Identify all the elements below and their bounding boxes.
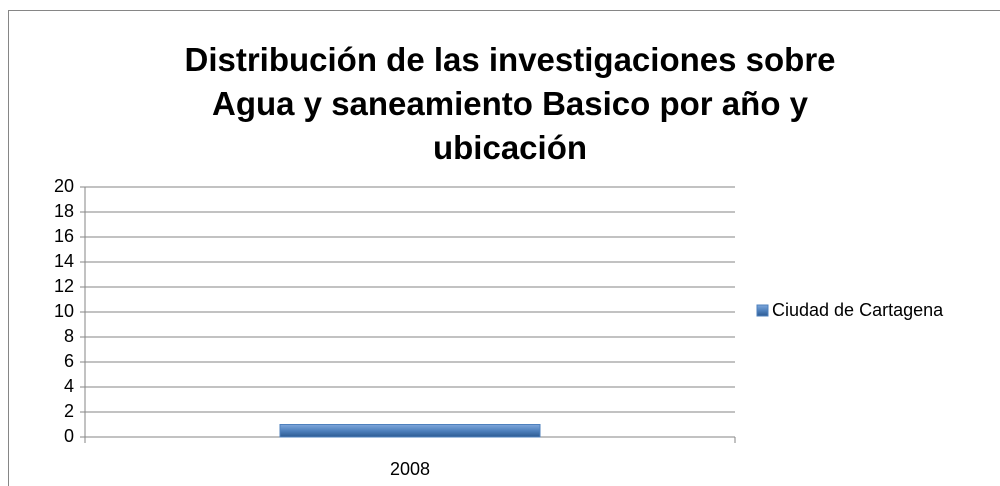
y-tick-label: 18 [54,201,74,221]
bar [279,424,541,438]
chart-title: Distribución de las investigaciones sobr… [184,41,835,166]
legend-marker [756,304,769,317]
y-tick-label: 12 [54,276,74,296]
x-tick-label: 2008 [390,459,430,479]
y-tick-label: 6 [64,351,74,371]
y-tick-label: 4 [64,376,74,396]
y-tick-label: 20 [54,176,74,196]
y-tick-label: 0 [64,426,74,446]
legend-label: Ciudad de Cartagena [772,300,944,320]
y-tick-label: 16 [54,226,74,246]
y-tick-label: 14 [54,251,74,271]
chart-frame [8,10,1000,486]
y-tick-label: 10 [54,301,74,321]
y-tick-label: 2 [64,401,74,421]
y-tick-label: 8 [64,326,74,346]
